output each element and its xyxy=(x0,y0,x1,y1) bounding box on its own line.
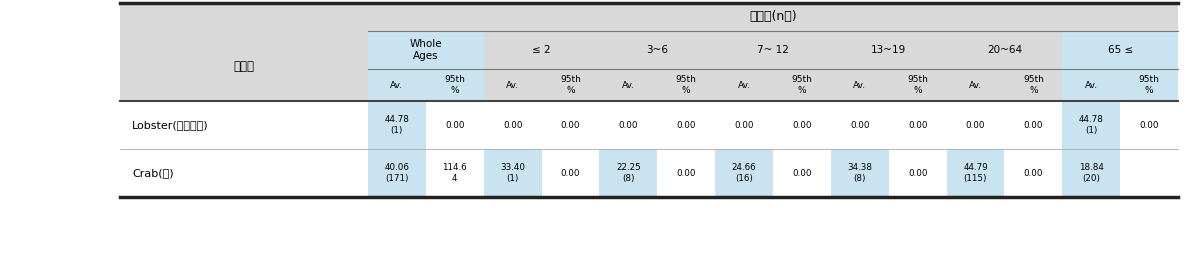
Text: 0.00: 0.00 xyxy=(560,169,581,177)
Text: Av.: Av. xyxy=(853,80,866,90)
Text: 0.00: 0.00 xyxy=(1139,121,1159,129)
Text: 0.00: 0.00 xyxy=(676,169,696,177)
Bar xyxy=(1063,31,1120,101)
Text: Crab(게): Crab(게) xyxy=(132,168,174,178)
Text: 95th
%: 95th % xyxy=(676,75,696,95)
Text: 0.00: 0.00 xyxy=(793,121,812,129)
Bar xyxy=(1063,149,1120,197)
Text: 13~19: 13~19 xyxy=(871,45,907,55)
Text: 40.06
(171): 40.06 (171) xyxy=(384,163,409,183)
Text: 0.00: 0.00 xyxy=(1023,121,1044,129)
Bar xyxy=(368,31,426,101)
Bar xyxy=(426,31,483,101)
Text: 22.25
(8): 22.25 (8) xyxy=(616,163,640,183)
Text: 24.66
(16): 24.66 (16) xyxy=(732,163,757,183)
Text: Lobster(바닷가재): Lobster(바닷가재) xyxy=(132,120,208,130)
Text: Av.: Av. xyxy=(390,80,403,90)
Text: 33.40
(1): 33.40 (1) xyxy=(500,163,525,183)
Text: Av.: Av. xyxy=(622,80,635,90)
Bar xyxy=(1120,31,1178,101)
Bar xyxy=(600,149,657,197)
Bar xyxy=(120,3,1178,197)
Text: 95th
%: 95th % xyxy=(1139,75,1159,95)
Bar xyxy=(368,149,426,197)
Text: 0.00: 0.00 xyxy=(676,121,696,129)
Bar xyxy=(120,101,1178,197)
Text: Av.: Av. xyxy=(1084,80,1098,90)
Text: 7~ 12: 7~ 12 xyxy=(757,45,789,55)
Bar xyxy=(368,101,426,149)
Text: 95th
%: 95th % xyxy=(444,75,465,95)
Text: 0.00: 0.00 xyxy=(908,121,927,129)
Text: 114.6
4: 114.6 4 xyxy=(443,163,468,183)
Bar xyxy=(483,149,541,197)
Text: Av.: Av. xyxy=(738,80,751,90)
Text: 44.79
(115): 44.79 (115) xyxy=(963,163,988,183)
Text: 20~64: 20~64 xyxy=(987,45,1022,55)
Text: 0.00: 0.00 xyxy=(850,121,870,129)
Bar xyxy=(946,149,1004,197)
Text: 0.00: 0.00 xyxy=(619,121,638,129)
Text: 95th
%: 95th % xyxy=(791,75,813,95)
Text: 44.78
(1): 44.78 (1) xyxy=(1079,115,1103,135)
Text: Av.: Av. xyxy=(506,80,519,90)
Text: 18.84
(20): 18.84 (20) xyxy=(1079,163,1103,183)
Text: 0.00: 0.00 xyxy=(445,121,464,129)
Bar xyxy=(1063,101,1120,149)
Text: 0.00: 0.00 xyxy=(503,121,522,129)
Text: 34.38
(8): 34.38 (8) xyxy=(847,163,872,183)
Text: 0.00: 0.00 xyxy=(1023,169,1044,177)
Text: 0.00: 0.00 xyxy=(908,169,927,177)
Text: ≤ 2: ≤ 2 xyxy=(532,45,551,55)
Bar xyxy=(715,149,774,197)
Bar xyxy=(831,149,889,197)
Text: 95th
%: 95th % xyxy=(1023,75,1044,95)
Text: 0.00: 0.00 xyxy=(560,121,581,129)
Text: Whole
Ages: Whole Ages xyxy=(409,39,443,61)
Text: 44.78
(1): 44.78 (1) xyxy=(384,115,409,135)
Text: 95th
%: 95th % xyxy=(907,75,928,95)
Text: 0.00: 0.00 xyxy=(793,169,812,177)
Text: 0.00: 0.00 xyxy=(966,121,985,129)
Text: 95th
%: 95th % xyxy=(560,75,581,95)
Text: 0.00: 0.00 xyxy=(734,121,753,129)
Text: 65 ≤: 65 ≤ xyxy=(1108,45,1133,55)
Text: 3~6: 3~6 xyxy=(646,45,669,55)
Text: 섭취량(n수): 섭취량(n수) xyxy=(750,10,797,23)
Text: Av.: Av. xyxy=(969,80,982,90)
Text: 식품명: 식품명 xyxy=(233,60,255,73)
